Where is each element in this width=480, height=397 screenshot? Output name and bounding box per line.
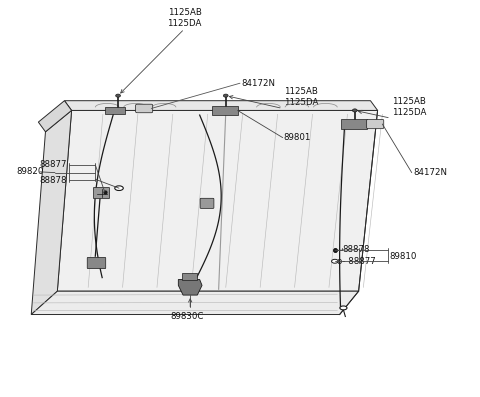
Polygon shape	[341, 119, 367, 129]
Ellipse shape	[332, 259, 338, 263]
Text: 84172N: 84172N	[413, 168, 447, 177]
FancyBboxPatch shape	[367, 119, 384, 129]
Text: 89801: 89801	[284, 133, 311, 142]
Ellipse shape	[352, 109, 357, 112]
Text: 89820: 89820	[16, 168, 43, 176]
Polygon shape	[38, 101, 72, 132]
Polygon shape	[212, 106, 238, 115]
Polygon shape	[64, 101, 378, 110]
Polygon shape	[179, 279, 202, 295]
Text: 88878: 88878	[40, 176, 67, 185]
Polygon shape	[31, 291, 359, 314]
Text: 88878: 88878	[342, 245, 370, 254]
FancyBboxPatch shape	[136, 104, 153, 113]
FancyBboxPatch shape	[200, 198, 214, 208]
Text: 89810: 89810	[389, 252, 417, 261]
Text: 88877: 88877	[40, 160, 67, 169]
Text: 84172N: 84172N	[241, 79, 276, 88]
Text: o- 88877: o- 88877	[337, 257, 375, 266]
Text: 89830C: 89830C	[170, 312, 204, 321]
Ellipse shape	[116, 94, 120, 97]
Polygon shape	[31, 110, 72, 314]
Polygon shape	[181, 272, 197, 279]
Polygon shape	[57, 110, 378, 291]
FancyBboxPatch shape	[94, 187, 109, 198]
Text: 1125AB
1125DA: 1125AB 1125DA	[284, 87, 318, 107]
Ellipse shape	[340, 306, 347, 310]
Text: 1125AB
1125DA: 1125AB 1125DA	[392, 97, 426, 117]
Ellipse shape	[223, 94, 228, 97]
FancyBboxPatch shape	[87, 257, 106, 269]
Polygon shape	[105, 106, 125, 114]
Text: 1125AB
1125DA: 1125AB 1125DA	[168, 8, 202, 28]
Ellipse shape	[115, 186, 123, 191]
